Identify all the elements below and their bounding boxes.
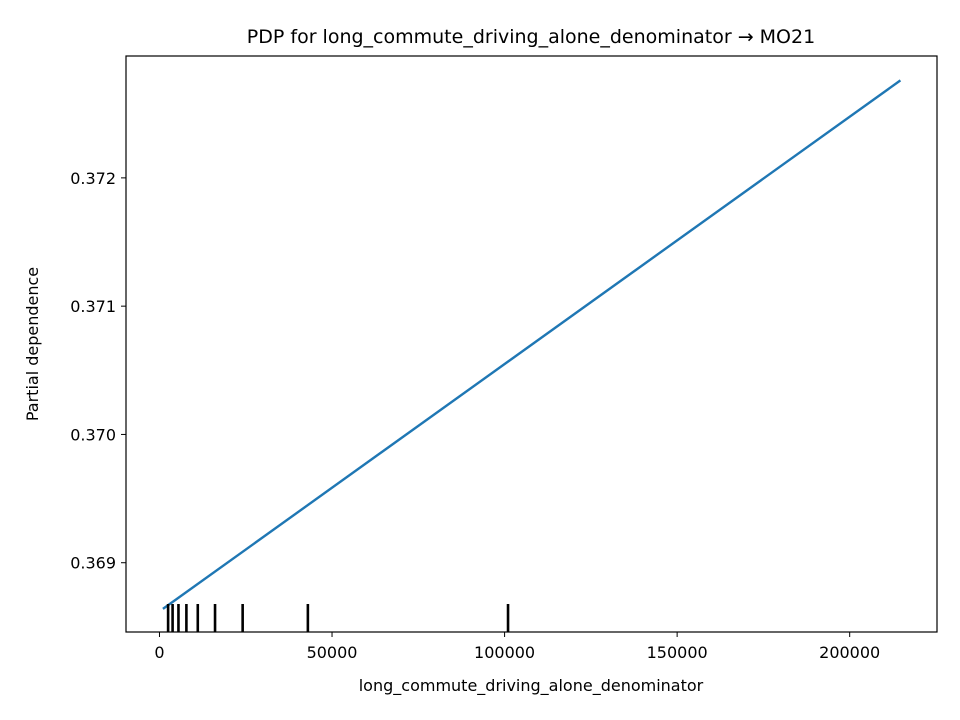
x-tick-label: 100000 <box>474 643 535 662</box>
x-tick-label: 50000 <box>307 643 358 662</box>
y-axis-label: Partial dependence <box>23 267 42 421</box>
chart-title: PDP for long_commute_driving_alone_denom… <box>247 26 815 48</box>
plot-frame <box>125 55 938 633</box>
y-tick-label: 0.371 <box>70 297 116 316</box>
y-tick-label: 0.372 <box>70 169 116 188</box>
plot-area: 0 50000 100000 150000 200000 0.369 0.370 0.371 0… <box>70 79 902 662</box>
x-tick-label: 150000 <box>647 643 708 662</box>
x-tick-label: 200000 <box>819 643 880 662</box>
y-tick-label: 0.369 <box>70 554 116 573</box>
x-tick-label: 0 <box>154 643 164 662</box>
x-axis-label: long_commute_driving_alone_denominator <box>359 676 704 696</box>
pdp-line <box>162 79 902 610</box>
y-tick-label: 0.370 <box>70 425 116 444</box>
